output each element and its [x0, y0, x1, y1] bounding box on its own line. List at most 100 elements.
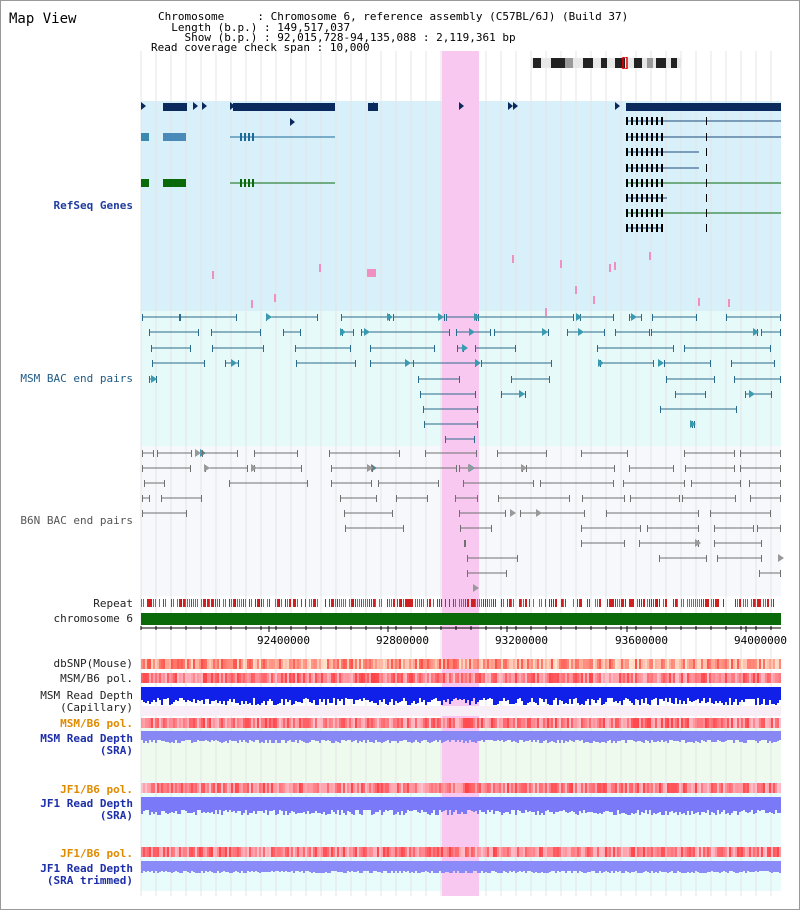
repeat-mark	[493, 599, 494, 607]
pol-mark	[371, 847, 373, 857]
depth-bar	[507, 687, 509, 700]
exon	[656, 224, 658, 232]
pol-mark	[503, 718, 505, 728]
pol-mark	[211, 659, 213, 669]
track-label-msm-depth-sra[interactable]: MSM Read Depth	[40, 732, 133, 745]
pol-mark	[635, 673, 637, 683]
track-label-jf1-pol[interactable]: JF1/B6 pol.	[60, 783, 133, 796]
depth-bar	[619, 797, 621, 814]
track-label-chromosome[interactable]: chromosome 6	[53, 612, 133, 625]
pol-mark	[213, 847, 215, 857]
track-label-msm-depth-cap[interactable]: MSM Read Depth	[40, 689, 133, 702]
bac-end	[376, 495, 377, 502]
pol-mark	[763, 783, 765, 793]
depth-bar	[739, 687, 741, 702]
depth-bar	[359, 797, 361, 814]
pol-mark	[621, 847, 623, 857]
depth-bar	[293, 797, 295, 812]
bac-end	[734, 465, 735, 472]
pol-mark	[289, 659, 291, 669]
pol-mark	[593, 659, 595, 669]
track-label-msm-pol[interactable]: MSM/B6 pol.	[60, 672, 133, 685]
pol-mark	[427, 718, 429, 728]
pol-mark	[693, 783, 695, 793]
track-label-jf1-pol-trim[interactable]: JF1/B6 pol.	[60, 847, 133, 860]
depth-bar	[163, 861, 165, 872]
pol-mark	[535, 659, 537, 669]
pol-mark	[235, 659, 237, 669]
pol-mark	[475, 718, 477, 728]
pol-mark	[265, 783, 267, 793]
pol-mark	[499, 783, 501, 793]
depth-bar	[223, 797, 225, 811]
pol-mark	[237, 783, 239, 793]
pol-mark	[549, 673, 551, 683]
depth-bar	[261, 797, 263, 811]
pol-mark	[395, 847, 397, 857]
depth-bar	[705, 731, 707, 742]
snp-mark	[367, 269, 376, 277]
depth-bar	[611, 731, 613, 743]
gene-arrow	[230, 102, 235, 110]
pol-mark	[231, 847, 233, 857]
pol-mark	[507, 718, 509, 728]
depth-bar	[639, 687, 641, 705]
pol-mark	[251, 847, 253, 857]
track-label-dbsnp[interactable]: dbSNP(Mouse)	[53, 657, 133, 670]
track-label-msm-bac[interactable]: MSM BAC end pairs	[20, 372, 133, 385]
bac-end	[517, 555, 518, 562]
chromosome-ideogram[interactable]	[531, 54, 683, 73]
pol-mark	[581, 783, 583, 793]
track-label-msm-pol-sra[interactable]: MSM/B6 pol.	[60, 717, 133, 730]
pol-mark	[223, 659, 225, 669]
depth-bar	[343, 731, 345, 740]
repeat-mark	[549, 599, 550, 607]
pol-mark	[147, 847, 149, 857]
depth-bar	[319, 861, 321, 873]
bac-end	[604, 329, 605, 336]
track-label-jf1-depth[interactable]: JF1 Read Depth	[40, 797, 133, 810]
depth-bar	[391, 731, 393, 741]
repeat-mark	[285, 599, 286, 607]
track-label-b6n-bac[interactable]: B6N BAC end pairs	[20, 514, 133, 527]
pol-mark	[689, 659, 691, 669]
depth-bar	[151, 687, 153, 702]
pol-mark	[389, 847, 391, 857]
depth-bar	[541, 687, 543, 699]
pol-mark	[329, 783, 331, 793]
pol-mark	[607, 847, 609, 857]
pol-mark	[463, 847, 465, 857]
depth-bar	[289, 731, 291, 740]
pol-mark	[379, 718, 381, 728]
depth-bar	[525, 731, 527, 741]
pol-mark	[393, 718, 395, 728]
pol-mark	[341, 659, 343, 669]
depth-bar	[267, 687, 269, 701]
pol-mark	[663, 673, 665, 683]
pol-mark	[375, 783, 377, 793]
track-label-refseq[interactable]: RefSeq Genes	[53, 199, 133, 212]
depth-bar	[685, 731, 687, 743]
pol-mark	[655, 673, 657, 683]
depth-bar	[565, 861, 567, 873]
bac-end	[446, 314, 447, 321]
depth-bar	[517, 861, 519, 872]
track-label-repeat[interactable]: Repeat	[93, 597, 133, 610]
bac-end	[630, 495, 631, 502]
pol-mark	[217, 673, 219, 683]
pol-mark	[695, 673, 697, 683]
depth-bar	[355, 861, 357, 872]
pol-mark	[567, 718, 569, 728]
track-label-jf1-depth-trim[interactable]: JF1 Read Depth	[40, 862, 133, 875]
pol-mark	[751, 659, 753, 669]
pol-mark	[511, 718, 513, 728]
bac-end	[464, 540, 465, 547]
depth-bar	[211, 731, 213, 740]
depth-bar	[493, 797, 495, 814]
repeat-mark	[655, 599, 657, 607]
depth-bar	[329, 731, 331, 741]
depth-bar	[749, 731, 751, 740]
depth-bar	[343, 861, 345, 873]
pol-mark	[451, 718, 453, 728]
